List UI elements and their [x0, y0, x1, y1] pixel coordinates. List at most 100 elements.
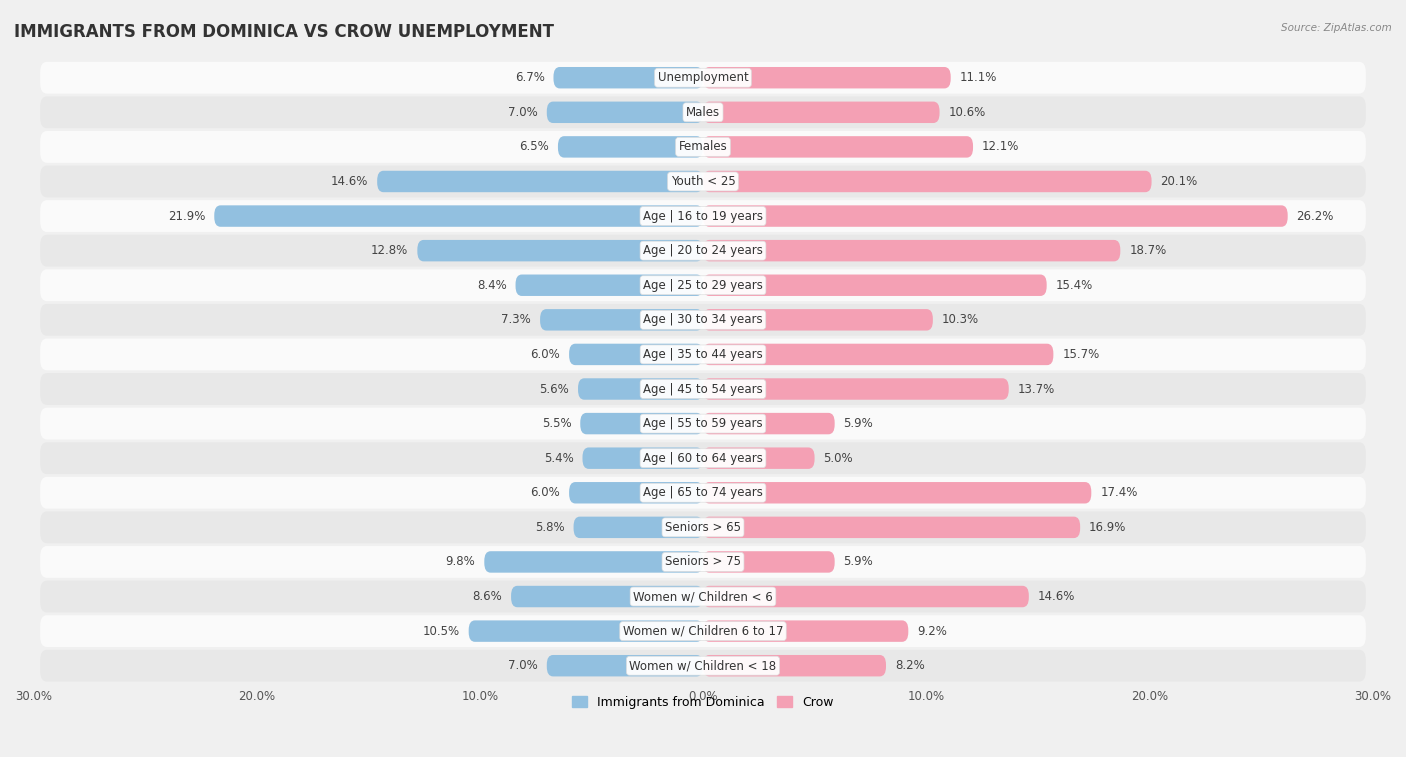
FancyBboxPatch shape	[703, 586, 1029, 607]
FancyBboxPatch shape	[703, 240, 1121, 261]
FancyBboxPatch shape	[41, 581, 1365, 612]
FancyBboxPatch shape	[41, 131, 1365, 163]
Text: Age | 20 to 24 years: Age | 20 to 24 years	[643, 245, 763, 257]
FancyBboxPatch shape	[703, 655, 886, 677]
FancyBboxPatch shape	[516, 275, 703, 296]
FancyBboxPatch shape	[484, 551, 703, 572]
FancyBboxPatch shape	[41, 477, 1365, 509]
FancyBboxPatch shape	[418, 240, 703, 261]
Text: 12.8%: 12.8%	[371, 245, 408, 257]
Text: Age | 65 to 74 years: Age | 65 to 74 years	[643, 486, 763, 500]
Text: 8.6%: 8.6%	[472, 590, 502, 603]
Text: 10.6%: 10.6%	[949, 106, 986, 119]
FancyBboxPatch shape	[703, 136, 973, 157]
Text: 6.5%: 6.5%	[519, 140, 548, 154]
FancyBboxPatch shape	[41, 338, 1365, 370]
FancyBboxPatch shape	[510, 586, 703, 607]
Text: IMMIGRANTS FROM DOMINICA VS CROW UNEMPLOYMENT: IMMIGRANTS FROM DOMINICA VS CROW UNEMPLO…	[14, 23, 554, 41]
Text: Youth < 25: Youth < 25	[671, 175, 735, 188]
FancyBboxPatch shape	[547, 101, 703, 123]
Text: 14.6%: 14.6%	[1038, 590, 1076, 603]
FancyBboxPatch shape	[41, 200, 1365, 232]
FancyBboxPatch shape	[558, 136, 703, 157]
Text: 13.7%: 13.7%	[1018, 382, 1054, 395]
Text: Age | 30 to 34 years: Age | 30 to 34 years	[643, 313, 763, 326]
Legend: Immigrants from Dominica, Crow: Immigrants from Dominica, Crow	[567, 691, 839, 714]
FancyBboxPatch shape	[41, 235, 1365, 266]
FancyBboxPatch shape	[703, 275, 1046, 296]
Text: 18.7%: 18.7%	[1129, 245, 1167, 257]
Text: 5.8%: 5.8%	[536, 521, 565, 534]
Text: Males: Males	[686, 106, 720, 119]
Text: 7.0%: 7.0%	[508, 659, 538, 672]
FancyBboxPatch shape	[703, 621, 908, 642]
Text: 6.0%: 6.0%	[530, 348, 560, 361]
Text: Unemployment: Unemployment	[658, 71, 748, 84]
FancyBboxPatch shape	[703, 101, 939, 123]
FancyBboxPatch shape	[41, 373, 1365, 405]
FancyBboxPatch shape	[547, 655, 703, 677]
Text: Seniors > 65: Seniors > 65	[665, 521, 741, 534]
FancyBboxPatch shape	[569, 482, 703, 503]
Text: 10.3%: 10.3%	[942, 313, 979, 326]
Text: Women w/ Children < 6: Women w/ Children < 6	[633, 590, 773, 603]
Text: 15.7%: 15.7%	[1063, 348, 1099, 361]
FancyBboxPatch shape	[578, 378, 703, 400]
Text: 14.6%: 14.6%	[330, 175, 368, 188]
FancyBboxPatch shape	[703, 171, 1152, 192]
Text: 5.9%: 5.9%	[844, 417, 873, 430]
Text: 9.8%: 9.8%	[446, 556, 475, 569]
FancyBboxPatch shape	[703, 482, 1091, 503]
Text: 21.9%: 21.9%	[167, 210, 205, 223]
Text: 5.0%: 5.0%	[824, 452, 853, 465]
Text: Source: ZipAtlas.com: Source: ZipAtlas.com	[1281, 23, 1392, 33]
Text: 11.1%: 11.1%	[960, 71, 997, 84]
FancyBboxPatch shape	[703, 309, 932, 331]
Text: Age | 25 to 29 years: Age | 25 to 29 years	[643, 279, 763, 291]
Text: 17.4%: 17.4%	[1101, 486, 1137, 500]
FancyBboxPatch shape	[41, 166, 1365, 198]
Text: 5.5%: 5.5%	[541, 417, 571, 430]
FancyBboxPatch shape	[41, 62, 1365, 94]
FancyBboxPatch shape	[377, 171, 703, 192]
FancyBboxPatch shape	[41, 442, 1365, 474]
FancyBboxPatch shape	[703, 378, 1008, 400]
FancyBboxPatch shape	[214, 205, 703, 227]
Text: 26.2%: 26.2%	[1296, 210, 1334, 223]
Text: Age | 35 to 44 years: Age | 35 to 44 years	[643, 348, 763, 361]
Text: Seniors > 75: Seniors > 75	[665, 556, 741, 569]
Text: 10.5%: 10.5%	[423, 625, 460, 637]
Text: Age | 55 to 59 years: Age | 55 to 59 years	[643, 417, 763, 430]
FancyBboxPatch shape	[703, 205, 1288, 227]
FancyBboxPatch shape	[581, 413, 703, 435]
Text: 6.7%: 6.7%	[515, 71, 544, 84]
Text: 5.4%: 5.4%	[544, 452, 574, 465]
Text: Females: Females	[679, 140, 727, 154]
Text: 15.4%: 15.4%	[1056, 279, 1092, 291]
FancyBboxPatch shape	[41, 615, 1365, 647]
FancyBboxPatch shape	[569, 344, 703, 365]
Text: Women w/ Children < 18: Women w/ Children < 18	[630, 659, 776, 672]
Text: Age | 60 to 64 years: Age | 60 to 64 years	[643, 452, 763, 465]
Text: Women w/ Children 6 to 17: Women w/ Children 6 to 17	[623, 625, 783, 637]
Text: Age | 45 to 54 years: Age | 45 to 54 years	[643, 382, 763, 395]
Text: 16.9%: 16.9%	[1090, 521, 1126, 534]
Text: Age | 16 to 19 years: Age | 16 to 19 years	[643, 210, 763, 223]
FancyBboxPatch shape	[554, 67, 703, 89]
Text: 8.2%: 8.2%	[896, 659, 925, 672]
Text: 12.1%: 12.1%	[981, 140, 1019, 154]
FancyBboxPatch shape	[703, 516, 1080, 538]
Text: 9.2%: 9.2%	[917, 625, 948, 637]
FancyBboxPatch shape	[582, 447, 703, 469]
FancyBboxPatch shape	[41, 512, 1365, 544]
FancyBboxPatch shape	[41, 96, 1365, 128]
Text: 7.0%: 7.0%	[508, 106, 538, 119]
Text: 20.1%: 20.1%	[1160, 175, 1198, 188]
FancyBboxPatch shape	[41, 408, 1365, 440]
FancyBboxPatch shape	[703, 447, 814, 469]
FancyBboxPatch shape	[41, 546, 1365, 578]
Text: 8.4%: 8.4%	[477, 279, 506, 291]
Text: 5.9%: 5.9%	[844, 556, 873, 569]
FancyBboxPatch shape	[41, 304, 1365, 336]
FancyBboxPatch shape	[41, 650, 1365, 681]
